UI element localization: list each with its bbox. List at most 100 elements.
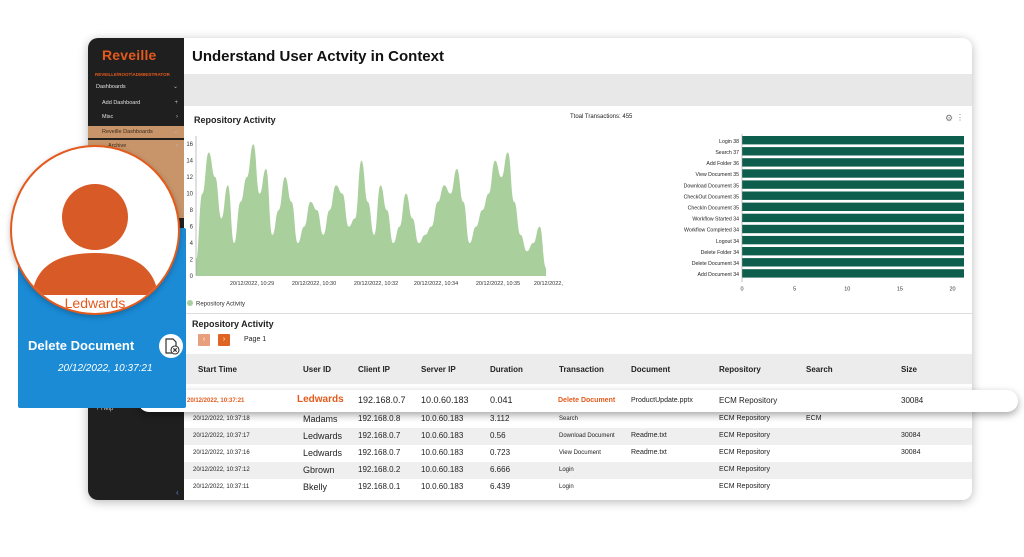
user-role-label: REVEILLE\ROOT\ADMINISTRATOR [95,72,170,77]
row-user-id: Bkelly [303,482,328,492]
gear-icon[interactable]: ⚙ [945,113,954,123]
sidebar-item-help[interactable]: ? Help [96,406,114,412]
row-start-time: 20/12/2022, 10:37:18 [193,416,250,422]
y-tick-label: 2 [190,258,194,264]
column-header[interactable]: Server IP [421,365,456,374]
y-axis: 0 2 4 6 8 10 12 14 16 [186,142,193,280]
y-tick-label: 16 [186,142,193,148]
row-repository: ECM Repository [719,449,770,456]
bar [742,202,964,211]
column-header[interactable]: Start Time [198,365,237,374]
avatar-username: Ledwards [64,295,126,311]
row-server-ip: 10.0.60.183 [421,482,464,491]
page-indicator: Page 1 [244,336,267,343]
x-tick-label: 0 [740,286,743,292]
bar-label: Delete Folder 34 [701,250,739,256]
bar-label: Add Folder 36 [706,161,739,167]
row-client-ip: 192.168.0.7 [358,448,401,457]
column-header[interactable]: Search [806,365,833,374]
row-repository: ECM Repository [719,396,778,405]
column-header[interactable]: Client IP [358,365,391,374]
row-server-ip: 10.0.60.183 [421,395,469,405]
sidebar-item-dashboards[interactable]: Dashboards ⌄ [88,81,184,93]
row-client-ip: 192.168.0.1 [358,482,401,491]
bar-chart: Login 38 Search 37 Add Folder 36 View Docum… [684,134,964,292]
y-tick-label: 12 [186,175,193,181]
column-header[interactable]: User ID [303,365,332,374]
bar-label: Login 38 [719,139,739,145]
row-client-ip: 192.168.0.8 [358,414,401,423]
bar [742,258,964,267]
next-page-button[interactable]: › [218,334,230,346]
row-duration: 6.439 [490,482,511,491]
y-tick-label: 8 [190,208,194,214]
avatar: Ledwards [10,145,180,315]
row-search: ECM [806,415,822,422]
row-client-ip: 192.168.0.7 [358,431,401,440]
bar-label: Add Document 34 [697,272,739,278]
table-row[interactable]: 20/12/2022, 10:37:12 Gbrown 192.168.0.2 10.… [184,462,972,479]
bar [742,180,964,189]
table-row[interactable]: 20/12/2022, 10:37:17 Ledwards 192.168.0.7 1… [184,428,972,445]
sidebar-item-label: Misc [102,114,114,120]
sidebar-item-label: Archive [108,143,127,149]
column-header[interactable]: Duration [490,365,523,374]
row-size: 30084 [901,396,924,405]
bar-label: CheckOut Document 35 [684,194,739,200]
x-tick-label: 15 [897,286,903,292]
row-server-ip: 10.0.60.183 [421,431,464,440]
table-header: Start Time User ID Client IP Server IP D… [184,354,972,384]
x-tick-label: 20/12/2022, 10:32 [354,281,398,287]
row-duration: 3.112 [490,414,510,423]
column-header[interactable]: Repository [719,365,761,374]
x-tick-label: 10 [844,286,850,292]
sidebar-item-misc[interactable]: Misc › [88,111,184,123]
column-header[interactable]: Size [901,365,918,374]
x-tick-label: 20/12/2022, 10:30 [292,281,336,287]
row-user-id: Ledwards [303,448,343,458]
table-row[interactable]: 20/12/2022, 10:37:16 Ledwards 192.168.0.7 1… [184,445,972,462]
table-row[interactable]: 20/12/2022, 10:37:18 Madams 192.168.0.8 10.… [184,411,972,428]
row-transaction: Search [559,416,579,422]
x-tick-label: 20/12/2022, 10:36 [534,281,564,287]
chevron-down-icon: ⌄ [172,129,178,135]
more-options-icon[interactable]: ⋮ [956,113,964,122]
collapse-sidebar-icon[interactable]: ‹ [176,488,179,497]
row-document: Readme.txt [631,432,667,439]
column-header[interactable]: Transaction [559,365,604,374]
row-size: 30084 [901,432,921,439]
sidebar-item-add-dashboard[interactable]: Add Dashboard + [88,97,184,109]
bar-label: CheckIn Document 35 [688,206,739,212]
sidebar-item-label: Add Dashboard [102,100,141,106]
bar-label: View Document 35 [696,172,740,178]
sidebar-item-reveille-dashboards[interactable]: Reveille Dashboards ⌄ [88,126,184,138]
row-repository: ECM Repository [719,466,770,473]
chevron-right-icon: › [176,143,178,149]
row-user-id: Ledwards [297,394,344,405]
prev-page-button[interactable]: ‹ [198,334,210,346]
y-tick-label: 0 [190,274,194,280]
row-user-id: Gbrown [303,465,335,475]
table-row[interactable]: 20/12/2022, 10:37:11 Bkelly 192.168.0.1 10.… [184,479,972,496]
bar-label: Download Document 35 [684,183,739,189]
row-client-ip: 192.168.0.2 [358,465,401,474]
row-document: ProductUpdate.pptx [631,397,693,404]
y-tick-label: 14 [186,159,193,165]
row-duration: 0.041 [490,395,513,405]
plus-icon: + [174,100,178,106]
row-repository: ECM Repository [719,483,770,490]
row-server-ip: 10.0.60.183 [421,465,464,474]
total-transactions: Ttoal Transactions: 455 [570,114,633,120]
row-transaction: Login [559,467,574,473]
column-header[interactable]: Document [631,365,671,374]
filter-bar [184,74,972,106]
x-tick-label: 20/12/2022, 10:35 [476,281,520,287]
highlighted-table-row[interactable]: 20/12/2022, 10:37:21 Ledwards 192.168.0.… [138,390,1018,412]
x-axis: 20/12/2022, 10:29 20/12/2022, 10:30 20/12/… [230,281,564,287]
reveille-logo: Reveille [102,47,157,63]
row-start-time: 20/12/2022, 10:37:16 [193,450,250,456]
chevron-down-icon: ⌄ [172,84,178,90]
row-transaction: Download Document [559,433,615,439]
